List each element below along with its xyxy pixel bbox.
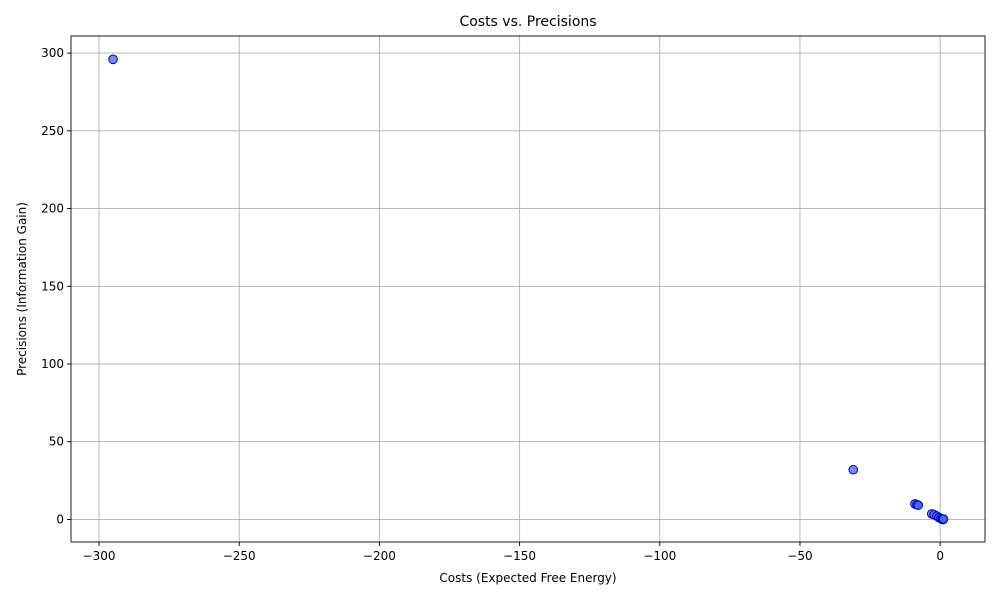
plot-area [71, 36, 985, 542]
y-axis-label: Precisions (Information Gain) [15, 202, 29, 376]
scatter-point [913, 500, 924, 510]
x-tick-label: −100 [643, 549, 676, 563]
y-tick-label: 150 [41, 279, 64, 293]
y-tick-label: 50 [49, 435, 64, 449]
grid-layer [71, 36, 985, 542]
chart-title: Costs vs. Precisions [459, 14, 596, 30]
plot-frame [70, 35, 986, 543]
points-layer [108, 54, 949, 525]
x-tick-label: −250 [223, 549, 256, 563]
y-tick-label: 200 [41, 202, 64, 216]
scatter-point [938, 514, 949, 524]
y-tick-label: 300 [41, 46, 64, 60]
ticks-layer: −300 −250 −200 −150 −100 −50 0 0 50 100 150 200 250 3… [41, 46, 944, 563]
scatter-point [108, 54, 118, 65]
scatter-point [848, 464, 859, 475]
y-tick-label: 0 [56, 512, 64, 526]
x-tick-label: −50 [787, 549, 812, 563]
x-tick-label: −150 [503, 549, 536, 563]
x-tick-label: −200 [363, 549, 396, 563]
y-tick-label: 250 [41, 124, 64, 138]
x-tick-label: 0 [936, 549, 944, 563]
y-tick-label: 100 [41, 357, 64, 371]
x-axis-label: Costs (Expected Free Energy) [439, 571, 616, 585]
x-tick-label: −300 [83, 549, 116, 563]
